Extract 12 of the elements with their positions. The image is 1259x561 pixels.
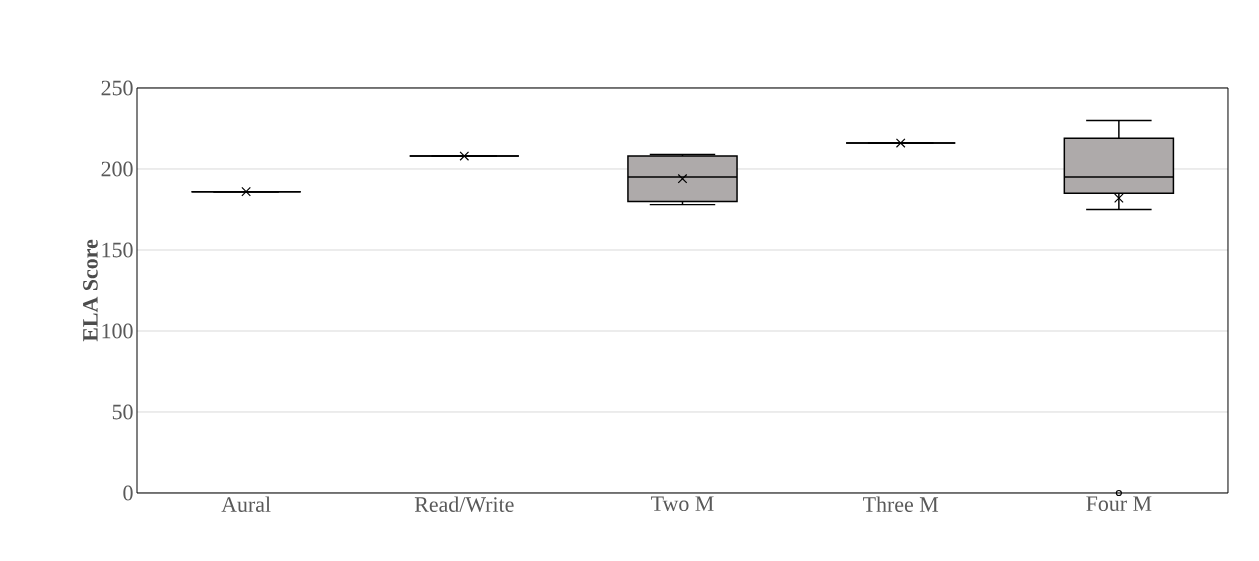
y-tick-label: 150 xyxy=(102,242,133,258)
y-tick-label: 100 xyxy=(102,323,133,339)
y-tick-label: 0 xyxy=(123,485,133,501)
x-tick-label: Read/Write xyxy=(414,496,514,513)
x-tick-label: Two M xyxy=(651,496,714,512)
y-tick-label: 250 xyxy=(101,80,133,96)
y-axis-title: ELA Score xyxy=(83,239,98,342)
x-tick-label: Four M xyxy=(1086,496,1152,512)
y-tick-label: 200 xyxy=(101,161,133,177)
y-tick-label: 50 xyxy=(112,404,133,420)
x-tick-label: Three M xyxy=(863,496,939,512)
x-tick-label: Aural xyxy=(221,496,271,512)
